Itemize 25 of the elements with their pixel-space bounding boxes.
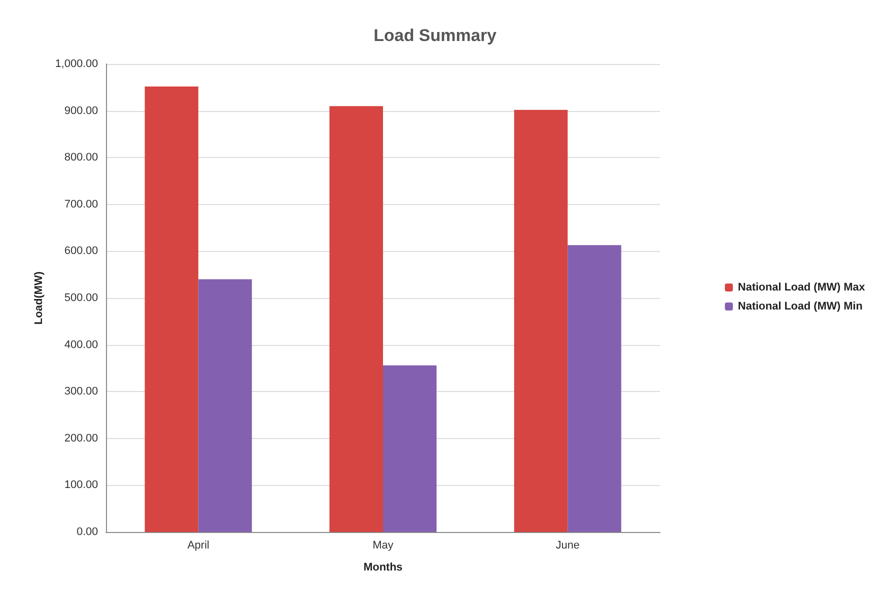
y-axis-title: Load(MW) (32, 271, 45, 325)
y-tick-label: 700.00 (64, 198, 98, 210)
y-tick-label: 0.00 (76, 526, 98, 538)
bar (383, 365, 437, 532)
y-tick-label: 800.00 (64, 152, 98, 164)
chart-title: Load Summary (374, 26, 497, 45)
bar (568, 245, 622, 532)
y-tick-label: 1,000.00 (55, 58, 98, 70)
bar (144, 86, 198, 532)
legend-label: National Load (MW) Min (738, 300, 863, 312)
x-axis-title: Months (363, 562, 403, 574)
y-tick-label: 900.00 (64, 104, 98, 117)
y-tick-label: 500.00 (64, 292, 98, 304)
bar (329, 106, 383, 532)
y-tick-label: 600.00 (64, 245, 98, 258)
y-tick-label: 400.00 (64, 338, 98, 351)
x-tick-label: May (372, 540, 394, 552)
x-tick-label: April (187, 540, 210, 552)
y-tick-label: 300.00 (64, 386, 98, 398)
bar (514, 110, 568, 532)
x-tick-label: June (556, 540, 580, 552)
y-tick-label: 200.00 (64, 432, 98, 444)
legend-label: National Load (MW) Max (738, 282, 866, 294)
y-tick-label: 100.00 (64, 479, 98, 492)
bar (198, 279, 252, 532)
